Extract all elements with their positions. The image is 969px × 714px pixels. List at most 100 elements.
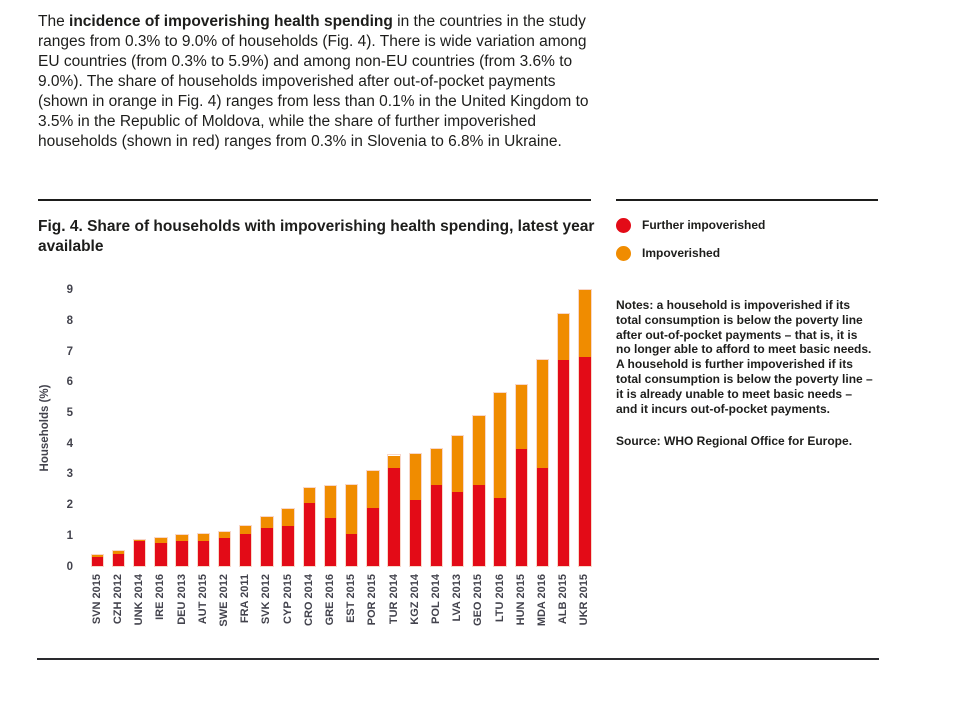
- segment-further-impoverished: [367, 507, 379, 566]
- segment-further-impoverished: [282, 526, 294, 566]
- x-label-fra-2011: FRA 2011: [239, 574, 252, 624]
- x-label-alb-2015: ALB 2015: [557, 574, 570, 625]
- y-tick-8: 8: [66, 314, 73, 327]
- intro-bold-phrase: incidence of impoverishing health spendi…: [69, 13, 393, 30]
- x-label-svn-2015: SVN 2015: [90, 574, 103, 625]
- segment-impoverished: [91, 555, 103, 557]
- y-tick-6: 6: [66, 376, 73, 389]
- segment-impoverished: [451, 435, 464, 493]
- segment-further-impoverished: [451, 492, 464, 566]
- segment-impoverished: [515, 384, 527, 450]
- segment-further-impoverished: [557, 360, 570, 566]
- x-label-aut-2015: AUT 2015: [196, 574, 209, 625]
- bar-swe-2012: [217, 531, 232, 567]
- legend-item-impoverished: Impoverished: [616, 246, 765, 261]
- segment-impoverished: [345, 484, 358, 534]
- x-label-czh-2012: CZH 2012: [111, 574, 124, 625]
- segment-impoverished: [197, 533, 209, 542]
- segment-further-impoverished: [409, 500, 421, 566]
- segment-impoverished: [430, 449, 443, 485]
- segment-further-impoverished: [515, 449, 527, 566]
- legend-dot-icon: [616, 246, 631, 261]
- segment-impoverished: [112, 550, 125, 554]
- figure-notes: Notes: a household is impoverished if it…: [616, 298, 873, 416]
- x-label-tur-2014: TUR 2014: [387, 574, 400, 625]
- intro-lead: The: [38, 13, 70, 30]
- segment-further-impoverished: [239, 533, 252, 566]
- bar-geo-2015: [472, 414, 486, 567]
- x-label-deu-2013: DEU 2013: [175, 574, 188, 625]
- bar-svk-2012: [260, 515, 274, 567]
- bar-unk-2014: [132, 538, 147, 567]
- segment-further-impoverished: [494, 498, 506, 566]
- segment-further-impoverished: [112, 553, 125, 566]
- x-label-ltu-2016: LTU 2016: [493, 574, 506, 623]
- segment-further-impoverished: [536, 467, 549, 566]
- bar-czh-2012: [111, 549, 126, 567]
- segment-impoverished: [324, 486, 337, 519]
- segment-impoverished: [261, 516, 273, 528]
- segment-impoverished: [176, 535, 188, 542]
- segment-impoverished: [579, 289, 591, 358]
- bar-tur-2014: [387, 454, 401, 567]
- segment-further-impoverished: [324, 518, 337, 566]
- segment-impoverished: [367, 470, 379, 508]
- bar-est-2015: [344, 483, 359, 567]
- segment-impoverished: [409, 453, 421, 500]
- x-label-unk-2014: UNK 2014: [133, 574, 146, 626]
- y-tick-1: 1: [66, 529, 73, 542]
- divider-bottom: [37, 658, 879, 660]
- segment-further-impoverished: [473, 484, 485, 566]
- segment-impoverished: [536, 360, 549, 468]
- legend-label: Impoverished: [642, 246, 721, 260]
- x-label-gre-2016: GRE 2016: [323, 574, 336, 626]
- chart-legend: Further impoverished Impoverished: [616, 218, 765, 261]
- bar-ukr-2015: [578, 288, 592, 567]
- legend-label: Further impoverished: [642, 218, 766, 232]
- bar-gre-2016: [323, 485, 338, 567]
- bar-mda-2016: [535, 359, 550, 567]
- bar-aut-2015: [196, 532, 210, 567]
- legend-item-further-impoverished: Further impoverished: [616, 218, 765, 233]
- figure-source: Source: WHO Regional Office for Europe.: [616, 434, 853, 448]
- y-tick-9: 9: [66, 284, 73, 297]
- segment-further-impoverished: [197, 541, 209, 566]
- bar-pol-2014: [429, 448, 444, 567]
- y-axis-title: Households (%): [39, 384, 51, 472]
- segment-further-impoverished: [303, 503, 315, 566]
- segment-impoverished: [155, 538, 167, 543]
- y-tick-7: 7: [66, 345, 73, 358]
- bar-cyp-2015: [281, 508, 295, 567]
- legend-dot-icon: [616, 218, 631, 233]
- x-label-cyp-2015: CYP 2015: [281, 574, 294, 624]
- y-tick-5: 5: [66, 407, 73, 419]
- bar-por-2015: [366, 469, 380, 567]
- x-label-ukr-2015: UKR 2015: [578, 574, 591, 626]
- bar-alb-2015: [556, 313, 571, 567]
- divider-left-column: [38, 199, 591, 201]
- segment-impoverished: [303, 487, 315, 504]
- segment-further-impoverished: [91, 556, 103, 566]
- segment-further-impoverished: [176, 541, 188, 566]
- bar-ire-2016: [154, 537, 168, 567]
- x-label-hun-2015: HUN 2015: [514, 574, 527, 626]
- x-label-swe-2012: SWE 2012: [217, 574, 230, 627]
- segment-impoverished: [388, 455, 400, 468]
- bar-kgz-2014: [408, 452, 422, 567]
- x-label-lva-2013: LVA 2013: [451, 574, 464, 622]
- y-tick-2: 2: [66, 499, 73, 512]
- bar-lva-2013: [450, 434, 465, 567]
- y-tick-3: 3: [66, 468, 73, 481]
- intro-paragraph: The incidence of impoverishing health sp…: [38, 12, 598, 152]
- segment-impoverished: [557, 314, 570, 361]
- x-label-cro-2014: CRO 2014: [302, 574, 315, 626]
- segment-further-impoverished: [218, 538, 231, 566]
- divider-right-column: [616, 199, 878, 201]
- segment-further-impoverished: [133, 541, 146, 566]
- y-tick-0: 0: [66, 560, 73, 573]
- x-label-por-2015: POR 2015: [366, 574, 379, 626]
- segment-impoverished: [282, 509, 294, 527]
- segment-impoverished: [473, 415, 485, 485]
- x-label-ire-2016: IRE 2016: [154, 574, 167, 620]
